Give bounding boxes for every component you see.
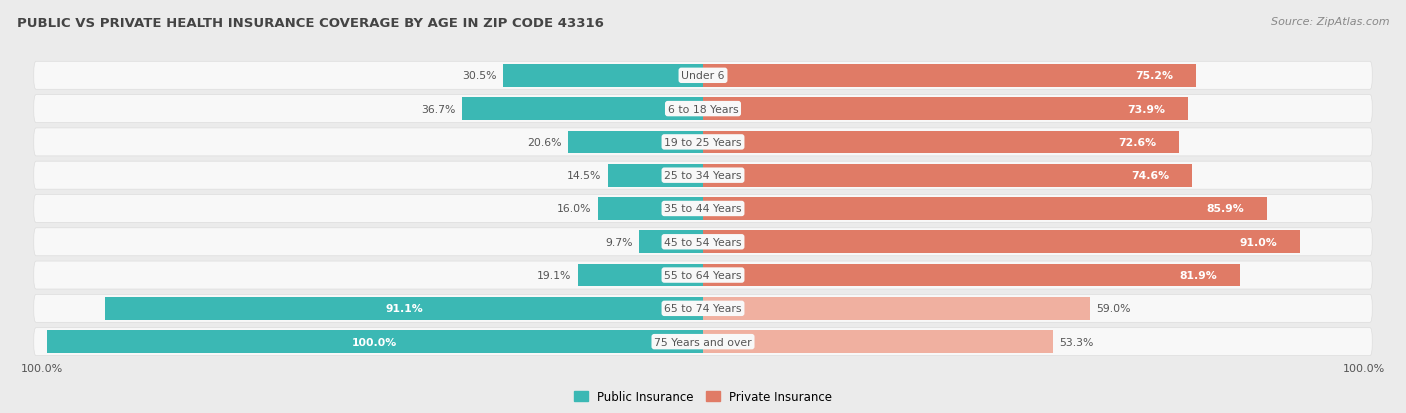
FancyBboxPatch shape [34,228,1372,256]
Text: 91.0%: 91.0% [1239,237,1277,247]
Text: 53.3%: 53.3% [1059,337,1094,347]
FancyBboxPatch shape [34,328,1372,356]
Text: PUBLIC VS PRIVATE HEALTH INSURANCE COVERAGE BY AGE IN ZIP CODE 43316: PUBLIC VS PRIVATE HEALTH INSURANCE COVER… [17,17,603,29]
Text: 45 to 54 Years: 45 to 54 Years [664,237,742,247]
Bar [578,264,703,287]
Bar [703,297,1090,320]
Text: 25 to 34 Years: 25 to 34 Years [664,171,742,181]
Text: 75 Years and over: 75 Years and over [654,337,752,347]
Text: 35 to 44 Years: 35 to 44 Years [664,204,742,214]
Text: 9.7%: 9.7% [606,237,633,247]
Text: 30.5%: 30.5% [461,71,496,81]
Text: 16.0%: 16.0% [557,204,592,214]
Text: 91.1%: 91.1% [385,304,423,313]
Text: 20.6%: 20.6% [527,138,561,147]
FancyBboxPatch shape [34,294,1372,323]
Text: 75.2%: 75.2% [1136,71,1174,81]
Legend: Public Insurance, Private Insurance: Public Insurance, Private Insurance [569,385,837,408]
Bar [607,164,703,187]
Text: Under 6: Under 6 [682,71,724,81]
FancyBboxPatch shape [34,95,1372,123]
Bar [703,98,1188,121]
Text: 74.6%: 74.6% [1132,171,1170,181]
Text: 73.9%: 73.9% [1128,104,1166,114]
Bar [568,131,703,154]
Bar [46,330,703,353]
Text: 6 to 18 Years: 6 to 18 Years [668,104,738,114]
Bar [703,264,1240,287]
Text: 100.0%: 100.0% [353,337,398,347]
Bar [640,231,703,254]
Text: 14.5%: 14.5% [567,171,602,181]
Text: 72.6%: 72.6% [1118,138,1156,147]
Text: Source: ZipAtlas.com: Source: ZipAtlas.com [1271,17,1389,26]
Bar [703,131,1180,154]
Text: 59.0%: 59.0% [1097,304,1132,313]
FancyBboxPatch shape [34,128,1372,157]
Text: 65 to 74 Years: 65 to 74 Years [664,304,742,313]
Text: 55 to 64 Years: 55 to 64 Years [664,271,742,280]
Bar [703,330,1053,353]
FancyBboxPatch shape [34,261,1372,290]
Text: 100.0%: 100.0% [1343,363,1385,373]
Bar [703,198,1267,220]
Bar [703,231,1301,254]
Text: 36.7%: 36.7% [422,104,456,114]
Text: 85.9%: 85.9% [1206,204,1244,214]
Text: 100.0%: 100.0% [21,363,63,373]
Text: 19 to 25 Years: 19 to 25 Years [664,138,742,147]
FancyBboxPatch shape [34,62,1372,90]
Bar [598,198,703,220]
Text: 81.9%: 81.9% [1180,271,1218,280]
Bar [463,98,703,121]
Bar [703,164,1192,187]
FancyBboxPatch shape [34,162,1372,190]
Bar [703,65,1197,88]
FancyBboxPatch shape [34,195,1372,223]
Bar [105,297,703,320]
Text: 19.1%: 19.1% [537,271,571,280]
Bar [503,65,703,88]
